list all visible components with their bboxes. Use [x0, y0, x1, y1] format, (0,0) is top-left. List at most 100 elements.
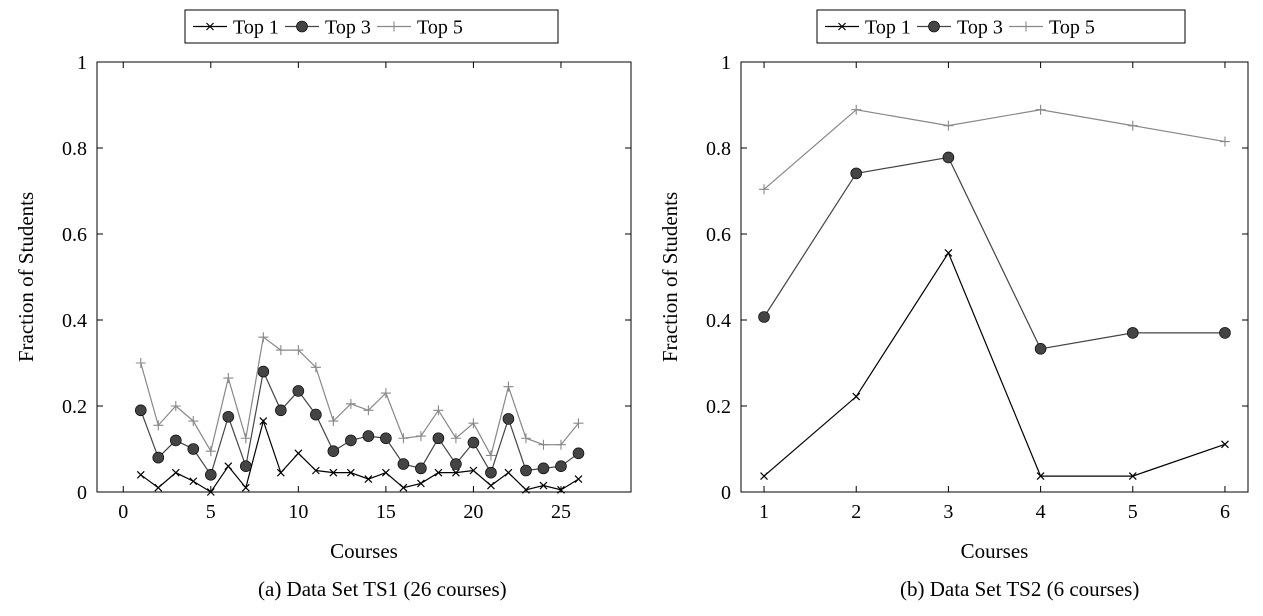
data-point	[154, 483, 163, 492]
x-tick-label: 5	[206, 501, 216, 523]
data-point	[415, 431, 426, 442]
x-tick-label: 20	[463, 501, 483, 523]
data-point	[557, 485, 565, 494]
data-point	[345, 434, 357, 447]
y-tick-label: 0.6	[706, 224, 731, 246]
legend-label: Top 1	[233, 17, 279, 39]
x-tick-label: 15	[376, 501, 396, 523]
data-point	[399, 483, 408, 492]
legend-label: Top 3	[325, 17, 371, 39]
data-point	[364, 475, 373, 484]
series-line	[140, 369, 579, 477]
data-point	[467, 436, 480, 449]
data-point	[275, 404, 287, 417]
legend-marker	[206, 22, 214, 31]
y-axis-label: Fraction of Students	[14, 192, 38, 362]
x-tick-label: 5	[1128, 501, 1138, 523]
data-point	[944, 248, 953, 257]
y-tick-label: 0.8	[706, 138, 731, 160]
data-point	[276, 468, 285, 477]
data-point	[259, 417, 268, 425]
data-point	[555, 460, 567, 473]
series-line	[763, 251, 1226, 477]
plot-frame	[96, 61, 632, 493]
panel-caption: (b) Data Set TS2 (6 courses)	[900, 577, 1139, 601]
data-point	[485, 466, 497, 479]
data-point	[759, 184, 770, 195]
plot-frame	[740, 61, 1249, 493]
data-point	[169, 434, 182, 447]
data-point	[380, 388, 391, 399]
x-tick-label: 10	[288, 501, 308, 523]
y-tick-label: 0.2	[706, 396, 731, 418]
data-point	[258, 332, 269, 343]
data-point	[416, 479, 425, 488]
series-top-3	[758, 151, 1231, 355]
legend-label: Top 5	[417, 17, 463, 39]
y-tick-label: 0	[721, 482, 731, 504]
data-point	[538, 439, 549, 450]
x-tick-label: 4	[1036, 501, 1046, 523]
data-point	[205, 446, 216, 457]
legend-marker	[1021, 21, 1031, 32]
data-point	[222, 410, 235, 423]
x-tick-label: 3	[943, 501, 953, 523]
series-line	[763, 156, 1225, 350]
data-point	[1034, 343, 1047, 355]
series-top-1	[136, 417, 583, 496]
data-point	[433, 405, 444, 416]
data-point	[450, 458, 462, 470]
series-line	[140, 336, 579, 458]
data-point	[345, 398, 356, 409]
data-point	[294, 449, 303, 458]
legend-label: Top 3	[957, 17, 1003, 39]
data-point	[487, 481, 495, 490]
legend-marker	[389, 21, 399, 32]
legend-item: Top 5	[1009, 17, 1095, 39]
data-point	[135, 358, 146, 368]
data-point	[1035, 104, 1046, 115]
data-point	[468, 418, 479, 429]
x-axis-label: Courses	[961, 539, 1029, 563]
data-point	[398, 433, 409, 444]
data-point	[292, 385, 305, 397]
y-tick-label: 0.6	[62, 224, 87, 246]
data-point	[469, 466, 478, 475]
data-point	[327, 445, 340, 457]
legend-label: Top 5	[1049, 17, 1095, 39]
legend-box	[184, 9, 559, 44]
data-point	[503, 381, 514, 392]
x-axis-label: Courses	[330, 539, 398, 563]
y-tick-label: 0.8	[62, 138, 87, 160]
data-point	[240, 460, 252, 473]
data-point	[188, 416, 199, 427]
data-point	[134, 404, 147, 417]
panel-caption: (a) Data Set TS1 (26 courses)	[258, 577, 507, 601]
data-point	[240, 433, 251, 444]
data-point	[136, 470, 145, 479]
data-point	[310, 408, 322, 421]
data-point	[380, 432, 392, 445]
data-point	[1221, 440, 1229, 449]
series-top-1	[760, 248, 1229, 481]
data-point	[434, 468, 443, 477]
data-point	[381, 468, 390, 477]
data-point	[224, 462, 233, 471]
legend-item: Top 1	[193, 17, 279, 39]
data-point	[574, 475, 583, 484]
data-point	[293, 345, 304, 356]
legend-marker	[838, 22, 846, 31]
data-point	[1127, 120, 1138, 131]
chart-panel-a: 0 5 10 15 20 25 0 0.2 0.4 0.6 0.8 1 Courses Fraction …	[14, 9, 632, 601]
legend-item: Top 3	[285, 17, 371, 39]
x-tick-label: 6	[1220, 501, 1230, 523]
data-point	[171, 468, 180, 477]
data-point	[573, 418, 584, 429]
y-tick-label: 0.4	[706, 310, 731, 332]
y-tick-label: 1	[721, 52, 731, 74]
data-point	[311, 466, 320, 475]
legend-item: Top 3	[917, 17, 1003, 39]
data-point	[310, 362, 321, 373]
data-point	[760, 472, 768, 481]
